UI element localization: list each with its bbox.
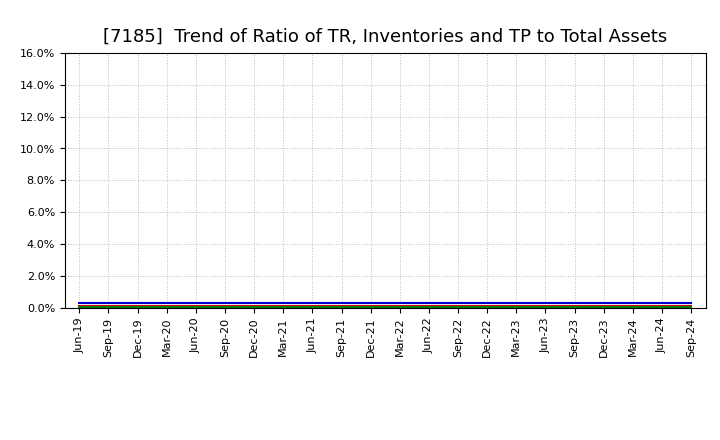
Inventories — [570, 301, 579, 306]
Trade Receivables — [366, 304, 375, 309]
Trade Receivables — [599, 304, 608, 309]
Inventories — [512, 301, 521, 306]
Trade Payables — [337, 304, 346, 310]
Trade Payables — [541, 304, 550, 310]
Trade Receivables — [483, 304, 492, 309]
Trade Payables — [629, 304, 637, 310]
Trade Receivables — [279, 304, 287, 309]
Inventories — [395, 301, 404, 306]
Trade Receivables — [629, 304, 637, 309]
Trade Receivables — [512, 304, 521, 309]
Trade Payables — [220, 304, 229, 310]
Trade Payables — [570, 304, 579, 310]
Trade Payables — [192, 304, 200, 310]
Trade Payables — [599, 304, 608, 310]
Inventories — [483, 301, 492, 306]
Inventories — [366, 301, 375, 306]
Inventories — [541, 301, 550, 306]
Trade Receivables — [104, 304, 113, 309]
Trade Payables — [104, 304, 113, 310]
Trade Payables — [75, 304, 84, 310]
Inventories — [133, 301, 142, 306]
Inventories — [163, 301, 171, 306]
Inventories — [337, 301, 346, 306]
Inventories — [308, 301, 317, 306]
Inventories — [250, 301, 258, 306]
Trade Receivables — [220, 304, 229, 309]
Trade Receivables — [454, 304, 462, 309]
Trade Payables — [308, 304, 317, 310]
Inventories — [279, 301, 287, 306]
Inventories — [75, 301, 84, 306]
Trade Payables — [483, 304, 492, 310]
Trade Payables — [366, 304, 375, 310]
Trade Payables — [454, 304, 462, 310]
Trade Payables — [163, 304, 171, 310]
Trade Payables — [279, 304, 287, 310]
Inventories — [220, 301, 229, 306]
Inventories — [425, 301, 433, 306]
Trade Receivables — [425, 304, 433, 309]
Trade Payables — [657, 304, 666, 310]
Trade Receivables — [250, 304, 258, 309]
Trade Payables — [425, 304, 433, 310]
Inventories — [599, 301, 608, 306]
Trade Receivables — [192, 304, 200, 309]
Trade Receivables — [570, 304, 579, 309]
Trade Payables — [512, 304, 521, 310]
Inventories — [104, 301, 113, 306]
Trade Receivables — [395, 304, 404, 309]
Inventories — [192, 301, 200, 306]
Title: [7185]  Trend of Ratio of TR, Inventories and TP to Total Assets: [7185] Trend of Ratio of TR, Inventories… — [103, 28, 667, 46]
Trade Receivables — [133, 304, 142, 309]
Trade Receivables — [657, 304, 666, 309]
Inventories — [454, 301, 462, 306]
Trade Receivables — [75, 304, 84, 309]
Trade Payables — [250, 304, 258, 310]
Trade Payables — [133, 304, 142, 310]
Trade Receivables — [337, 304, 346, 309]
Inventories — [687, 301, 696, 306]
Trade Payables — [687, 304, 696, 310]
Trade Receivables — [541, 304, 550, 309]
Inventories — [657, 301, 666, 306]
Trade Receivables — [163, 304, 171, 309]
Inventories — [629, 301, 637, 306]
Trade Payables — [395, 304, 404, 310]
Trade Receivables — [687, 304, 696, 309]
Trade Receivables — [308, 304, 317, 309]
